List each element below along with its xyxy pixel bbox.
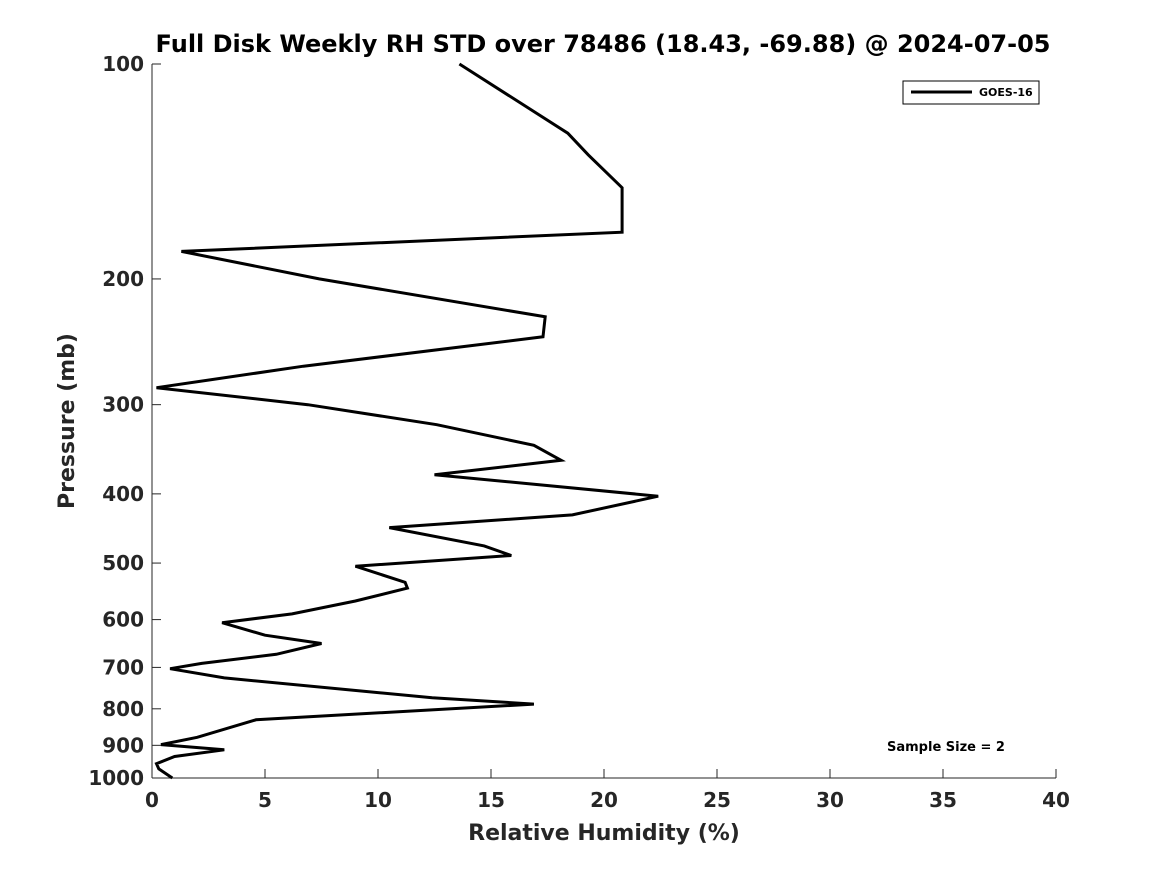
- y-tick-label: 700: [102, 655, 144, 679]
- y-tick-label: 100: [102, 52, 144, 76]
- x-tick-label: 10: [364, 788, 392, 812]
- plot-area: 0 5 10 15 20 25 30 35 40 100 200 300 400 500 600 700 800…: [88, 52, 1070, 812]
- x-tick-label: 30: [816, 788, 844, 812]
- x-tick-label: 5: [258, 788, 272, 812]
- x-tick-label: 0: [145, 788, 159, 812]
- y-tick-label: 800: [102, 697, 144, 721]
- y-axis-label: Pressure (mb): [55, 333, 80, 509]
- y-tick-label: 200: [102, 267, 144, 291]
- x-tick-label: 15: [477, 788, 505, 812]
- legend-label: GOES-16: [979, 86, 1033, 99]
- x-tick-label: 40: [1042, 788, 1070, 812]
- chart-title: Full Disk Weekly RH STD over 78486 (18.4…: [156, 30, 1051, 58]
- y-tick-label: 300: [102, 393, 144, 417]
- x-axis-label: Relative Humidity (%): [468, 821, 740, 846]
- legend: GOES-16: [902, 80, 1040, 105]
- sample-size-annotation: Sample Size = 2: [887, 740, 1005, 755]
- y-tick-label: 400: [102, 482, 144, 506]
- x-tick-label: 35: [929, 788, 957, 812]
- y-tick-label: 900: [102, 733, 144, 757]
- y-tick-label: 500: [102, 551, 144, 575]
- y-tick-label: 600: [102, 608, 144, 632]
- x-tick-label: 25: [703, 788, 731, 812]
- y-tick-label: 1000: [88, 766, 144, 790]
- x-tick-label: 20: [590, 788, 618, 812]
- series-line-goes-16: [154, 62, 659, 780]
